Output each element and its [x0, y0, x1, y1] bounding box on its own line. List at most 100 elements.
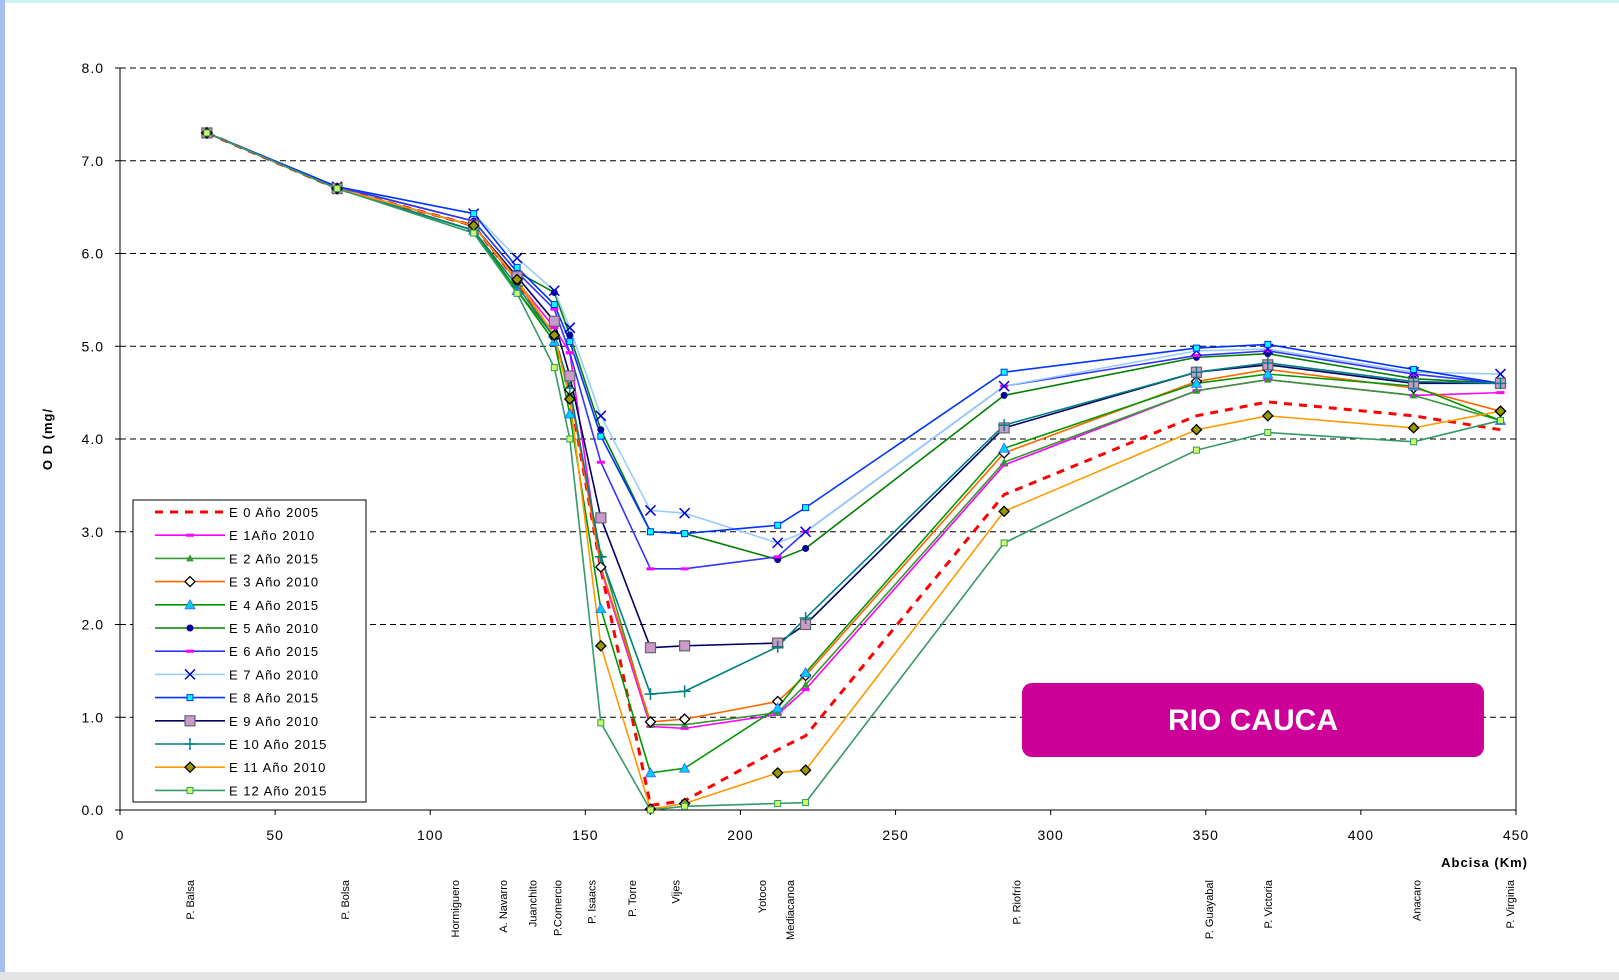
marker [566, 338, 574, 346]
marker [550, 288, 558, 296]
marker [186, 786, 194, 794]
station-label: P.Comercio [552, 880, 564, 936]
marker [774, 800, 782, 808]
marker [513, 263, 521, 271]
x-tick-label: 350 [1193, 827, 1219, 843]
marker [470, 229, 478, 237]
station-label: P. Balsa [185, 879, 197, 919]
marker [1409, 372, 1418, 376]
series-line [206, 132, 1501, 695]
station-label: A. Navarro [498, 880, 510, 933]
marker [800, 526, 812, 538]
marker [550, 301, 558, 309]
marker [998, 442, 1010, 453]
y-tick-label: 3.0 [82, 524, 104, 540]
marker [1264, 429, 1272, 437]
marker [771, 640, 784, 653]
marker [597, 432, 605, 440]
legend-label: E 1Año 2010 [229, 528, 315, 543]
marker [680, 567, 689, 571]
marker [1261, 356, 1274, 369]
marker [998, 419, 1011, 432]
series-line [206, 132, 1501, 811]
x-tick-label: 100 [417, 827, 443, 843]
marker [678, 762, 691, 773]
marker [186, 649, 194, 653]
marker [801, 680, 810, 688]
marker [1410, 365, 1418, 373]
legend-label: E 9 Año 2010 [229, 714, 319, 729]
marker [678, 685, 691, 698]
station-label: Yotoco [757, 880, 769, 913]
marker [802, 504, 810, 512]
marker [550, 364, 558, 372]
series-line [206, 132, 1501, 535]
marker [681, 530, 689, 538]
marker [679, 640, 691, 652]
marker [184, 575, 196, 588]
annotation-box [1022, 683, 1484, 757]
station-label: Anacaro [1412, 880, 1424, 921]
x-tick-label: 300 [1037, 827, 1063, 843]
marker [1190, 423, 1203, 436]
marker [597, 426, 605, 434]
marker [184, 761, 196, 774]
legend-label: E 10 Año 2015 [229, 737, 327, 752]
marker [799, 612, 812, 625]
marker [564, 370, 576, 382]
x-tick-label: 150 [572, 827, 598, 843]
station-label: P. Virginia [1505, 879, 1517, 928]
series-line [206, 132, 1501, 544]
legend-label: E 12 Año 2015 [229, 783, 327, 798]
marker [646, 806, 654, 814]
marker [565, 351, 574, 355]
marker [1000, 368, 1008, 376]
marker [644, 767, 657, 778]
marker [771, 702, 784, 713]
series-line [206, 132, 1501, 570]
marker [1496, 391, 1505, 395]
x-tick-label: 400 [1348, 827, 1374, 843]
x-tick-label: 200 [727, 827, 753, 843]
marker [1192, 344, 1200, 352]
y-tick-label: 2.0 [82, 617, 104, 633]
series-line [206, 132, 1501, 810]
marker [186, 694, 194, 702]
marker [1494, 405, 1507, 418]
marker [564, 322, 576, 334]
marker [186, 624, 194, 632]
marker [186, 554, 194, 562]
legend-label: E 0 Año 2005 [229, 505, 319, 520]
marker [563, 381, 576, 394]
marker [184, 715, 196, 727]
marker [184, 668, 196, 680]
marker [1263, 349, 1272, 353]
x-tick-label: 0 [116, 827, 125, 843]
marker [1264, 340, 1272, 348]
series-line [206, 132, 1501, 649]
marker [1192, 446, 1200, 454]
y-tick-label: 4.0 [82, 431, 104, 447]
marker [679, 507, 691, 519]
station-label: Vijes [670, 880, 682, 904]
marker [644, 642, 657, 654]
y-tick-label: 1.0 [82, 709, 104, 725]
y-axis-label: O D (mg/ [40, 408, 55, 470]
marker [644, 715, 657, 728]
marker [511, 252, 523, 264]
marker [513, 289, 521, 297]
marker [594, 639, 607, 652]
marker [1263, 375, 1272, 383]
station-label: P. Torre [627, 880, 639, 917]
marker [594, 561, 607, 573]
marker [203, 129, 211, 137]
marker [680, 726, 689, 730]
y-tick-label: 0.0 [82, 802, 104, 818]
station-label: P. Bolsa [340, 879, 352, 919]
marker [548, 329, 561, 342]
marker [1190, 366, 1203, 379]
legend-label: E 7 Año 2010 [229, 667, 319, 682]
marker [1192, 354, 1201, 358]
